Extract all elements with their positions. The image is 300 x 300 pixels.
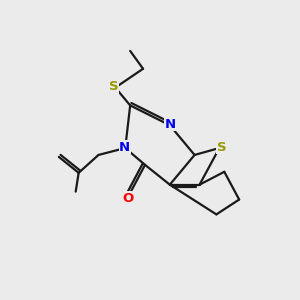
Text: N: N: [119, 141, 130, 154]
Text: N: N: [165, 118, 176, 130]
Text: S: S: [109, 80, 119, 93]
Text: O: O: [123, 192, 134, 205]
Text: S: S: [217, 141, 226, 154]
